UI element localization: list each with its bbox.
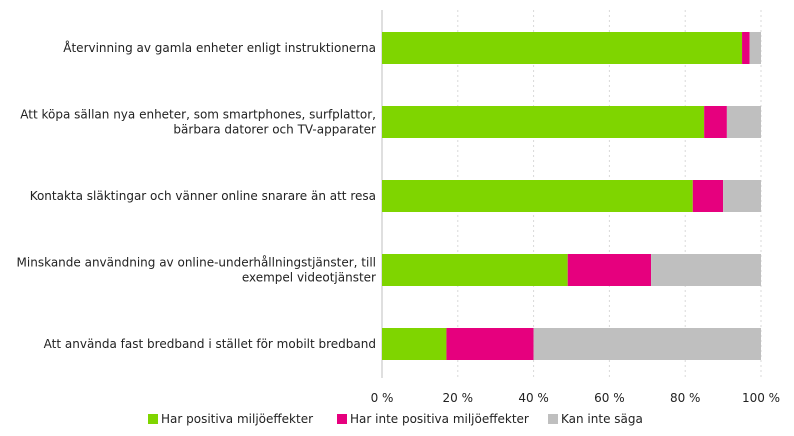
legend-swatch-2	[548, 414, 558, 424]
bar-segment-1-2	[726, 106, 761, 138]
bar-segment-0-1	[742, 32, 750, 64]
category-label-line: Minskande användning av online-underhåll…	[17, 256, 376, 270]
bar-segment-4-1	[446, 328, 534, 360]
bar-segment-0-0	[382, 32, 743, 64]
category-label-1: Att köpa sällan nya enheter, som smartph…	[20, 108, 376, 137]
bar-segment-3-0	[382, 254, 568, 286]
x-tick-label-80: 80 %	[670, 391, 701, 405]
category-label-line: Att använda fast bredband i stället för …	[44, 337, 376, 351]
category-label-line: Kontakta släktingar och vänner online sn…	[30, 189, 376, 203]
bar-segment-1-1	[704, 106, 727, 138]
legend-label-1: Har inte positiva miljöeffekter	[350, 412, 529, 426]
bar-segment-1-0	[382, 106, 705, 138]
category-label-2: Kontakta släktingar och vänner online sn…	[30, 189, 376, 203]
bar-segment-2-0	[382, 180, 693, 212]
legend-label-2: Kan inte säga	[561, 412, 643, 426]
bar-segment-4-0	[382, 328, 447, 360]
x-tick-label-60: 60 %	[594, 391, 625, 405]
bar-segment-3-2	[651, 254, 761, 286]
category-label-line: bärbara datorer och TV-apparater	[173, 123, 376, 137]
legend-label-0: Har positiva miljöeffekter	[161, 412, 313, 426]
bar-segment-2-2	[723, 180, 761, 212]
legend-swatch-1	[337, 414, 347, 424]
bar-segment-2-1	[692, 180, 724, 212]
category-label-0: Återvinning av gamla enheter enligt inst…	[63, 40, 376, 55]
category-label-line: Att köpa sällan nya enheter, som smartph…	[20, 108, 376, 122]
x-tick-label-20: 20 %	[443, 391, 474, 405]
bar-segment-3-1	[567, 254, 652, 286]
category-label-3: Minskande användning av online-underhåll…	[17, 256, 377, 285]
bar-segment-0-2	[749, 32, 761, 64]
category-label-line: Återvinning av gamla enheter enligt inst…	[63, 40, 376, 55]
x-tick-label-0: 0 %	[371, 391, 394, 405]
legend-swatch-0	[148, 414, 158, 424]
category-label-line: exempel videotjänster	[242, 271, 376, 285]
bar-segment-4-2	[533, 328, 761, 360]
category-label-4: Att använda fast bredband i stället för …	[44, 337, 376, 351]
x-tick-label-40: 40 %	[518, 391, 549, 405]
x-tick-label-100: 100 %	[742, 391, 780, 405]
